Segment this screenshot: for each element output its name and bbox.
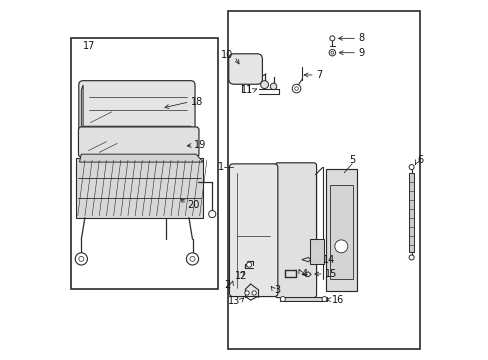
Circle shape (260, 81, 268, 89)
Bar (325, 169, 356, 291)
Circle shape (186, 253, 198, 265)
Text: 1: 1 (217, 162, 223, 172)
FancyBboxPatch shape (228, 54, 262, 84)
FancyBboxPatch shape (274, 163, 316, 298)
Bar (76, 158, 203, 218)
Polygon shape (80, 154, 203, 162)
Text: 2: 2 (224, 280, 230, 290)
Circle shape (208, 211, 215, 218)
Text: 9: 9 (358, 48, 364, 58)
Text: 10: 10 (220, 50, 233, 60)
Polygon shape (81, 85, 83, 135)
Polygon shape (301, 257, 310, 262)
Circle shape (75, 253, 87, 265)
Bar (309, 239, 324, 264)
Text: 3: 3 (273, 285, 280, 295)
Circle shape (294, 87, 298, 90)
Circle shape (292, 84, 300, 93)
Bar (329, 185, 352, 279)
Bar (228, 12, 419, 348)
Circle shape (408, 255, 413, 260)
Bar (408, 173, 413, 252)
Bar (70, 39, 217, 289)
Text: 4: 4 (301, 269, 307, 279)
Text: 5: 5 (348, 155, 354, 165)
Text: 6: 6 (416, 155, 423, 165)
Text: 15: 15 (325, 269, 337, 279)
Text: 11: 11 (241, 85, 253, 95)
Circle shape (334, 240, 347, 253)
Circle shape (330, 51, 333, 54)
Circle shape (270, 83, 276, 90)
Polygon shape (301, 272, 310, 277)
Text: 17: 17 (83, 41, 96, 50)
Circle shape (244, 291, 249, 295)
FancyBboxPatch shape (78, 127, 199, 157)
Text: 13: 13 (227, 296, 239, 306)
Circle shape (190, 256, 195, 261)
Circle shape (246, 262, 251, 267)
Circle shape (408, 165, 413, 170)
Circle shape (328, 49, 335, 56)
Text: 14: 14 (323, 255, 335, 265)
Circle shape (280, 297, 285, 302)
FancyBboxPatch shape (79, 81, 195, 131)
Text: 8: 8 (358, 33, 364, 43)
Text: 18: 18 (190, 97, 203, 107)
Circle shape (79, 256, 83, 261)
Circle shape (321, 297, 326, 302)
Polygon shape (81, 126, 198, 135)
Text: 12: 12 (234, 271, 246, 281)
Text: 19: 19 (194, 140, 206, 150)
Circle shape (329, 36, 334, 41)
Text: 20: 20 (187, 200, 199, 210)
FancyBboxPatch shape (229, 164, 277, 297)
Text: 7: 7 (316, 70, 322, 80)
Text: 16: 16 (332, 295, 344, 305)
Bar (280, 297, 326, 301)
Circle shape (251, 291, 256, 295)
